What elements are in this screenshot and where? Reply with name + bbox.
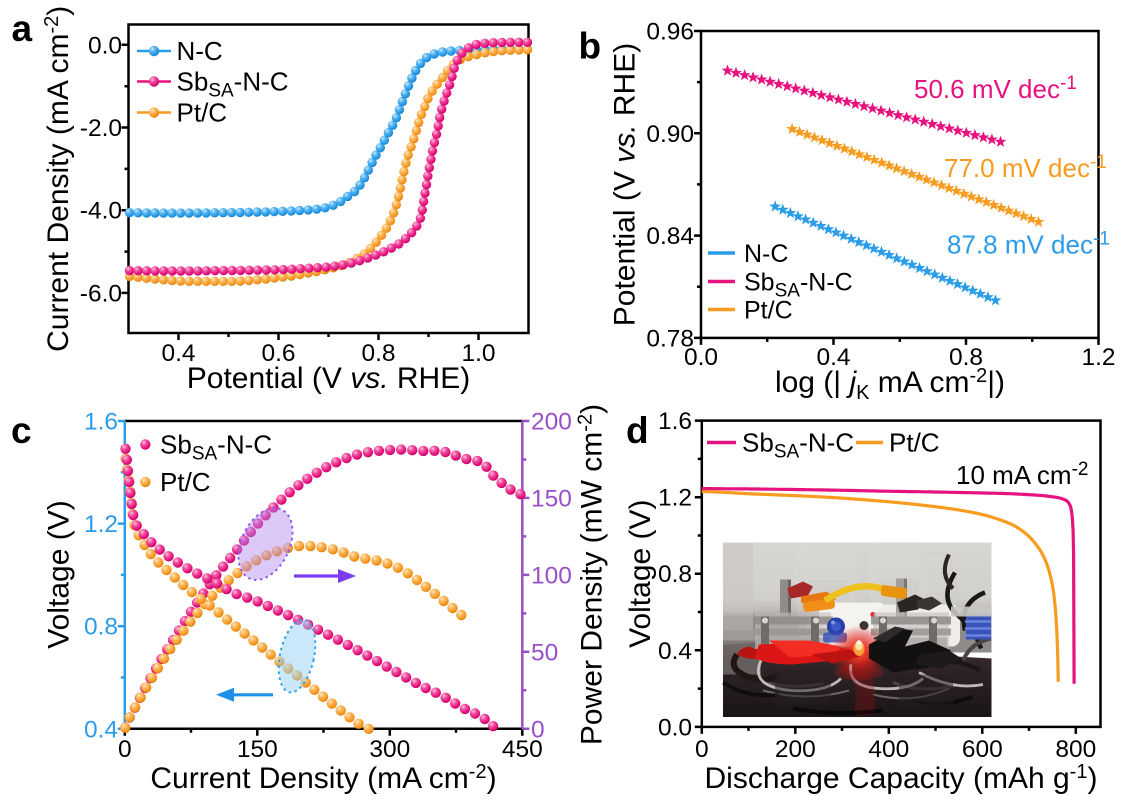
- svg-text:N-C: N-C: [177, 36, 223, 66]
- svg-text:Pt/C: Pt/C: [744, 297, 793, 325]
- svg-text:0: 0: [118, 736, 132, 763]
- svg-text:Current Density (mA cm-2): Current Density (mA cm-2): [41, 6, 75, 352]
- svg-text:150: 150: [531, 485, 572, 512]
- svg-text:600: 600: [962, 736, 1003, 763]
- svg-text:0.6: 0.6: [261, 340, 295, 367]
- svg-text:-6.0: -6.0: [80, 280, 122, 307]
- svg-text:Pt/C: Pt/C: [889, 428, 940, 458]
- svg-text:87.8 mV dec-1: 87.8 mV dec-1: [947, 229, 1110, 260]
- svg-text:200: 200: [775, 736, 816, 763]
- svg-text:Pt/C: Pt/C: [177, 98, 228, 128]
- svg-text:Power Density (mW cm-2): Power Density (mW cm-2): [575, 404, 609, 745]
- svg-text:SbSA-N-C: SbSA-N-C: [160, 430, 272, 465]
- svg-text:0.4: 0.4: [658, 638, 692, 665]
- svg-text:b: b: [579, 26, 602, 67]
- svg-text:0.0: 0.0: [658, 714, 692, 741]
- svg-text:1.2: 1.2: [84, 511, 118, 538]
- svg-text:200: 200: [531, 409, 572, 436]
- svg-text:-2.0: -2.0: [80, 115, 122, 142]
- svg-text:Potential (V vs. RHE): Potential (V vs. RHE): [187, 362, 470, 395]
- svg-text:50: 50: [531, 639, 558, 666]
- svg-text:400: 400: [868, 736, 909, 763]
- svg-text:1.6: 1.6: [84, 409, 118, 436]
- svg-text:0.78: 0.78: [646, 325, 694, 352]
- svg-text:0.84: 0.84: [646, 223, 694, 250]
- svg-text:10 mA cm-2: 10 mA cm-2: [956, 459, 1089, 490]
- svg-text:Potential (V vs. RHE): Potential (V vs. RHE): [609, 43, 642, 326]
- svg-text:Voltage (V): Voltage (V): [624, 499, 657, 647]
- svg-text:50.6 mV dec-1: 50.6 mV dec-1: [914, 73, 1077, 104]
- svg-text:SbSA-N-C: SbSA-N-C: [744, 269, 853, 302]
- svg-text:0.0: 0.0: [88, 32, 122, 59]
- svg-text:0.90: 0.90: [646, 121, 694, 148]
- svg-text:Voltage (V): Voltage (V): [43, 500, 76, 648]
- svg-text:Pt/C: Pt/C: [160, 467, 211, 497]
- svg-text:77.0 mV dec-1: 77.0 mV dec-1: [944, 152, 1107, 183]
- svg-text:800: 800: [1055, 736, 1096, 763]
- svg-text:d: d: [626, 410, 649, 451]
- svg-text:0: 0: [695, 736, 709, 763]
- svg-text:-4.0: -4.0: [80, 198, 122, 225]
- svg-text:0.4: 0.4: [161, 340, 195, 367]
- svg-text:0.0: 0.0: [684, 344, 718, 371]
- svg-text:Discharge Capacity (mAh g-1): Discharge Capacity (mAh g-1): [705, 761, 1098, 795]
- svg-text:Current Density (mA cm-2): Current Density (mA cm-2): [150, 761, 496, 795]
- svg-text:0.96: 0.96: [646, 19, 694, 46]
- svg-text:300: 300: [369, 736, 410, 763]
- svg-text:450: 450: [502, 736, 543, 763]
- svg-text:150: 150: [237, 736, 278, 763]
- svg-text:0: 0: [531, 716, 545, 743]
- svg-text:0.4: 0.4: [84, 716, 118, 743]
- svg-text:1.2: 1.2: [1081, 344, 1115, 371]
- svg-text:a: a: [12, 8, 33, 49]
- svg-text:1.6: 1.6: [658, 408, 692, 435]
- svg-text:1.0: 1.0: [461, 340, 495, 367]
- svg-text:0.8: 0.8: [949, 344, 983, 371]
- svg-text:100: 100: [531, 562, 572, 589]
- svg-text:log (| jK mA cm-2|): log (| jK mA cm-2|): [775, 365, 1005, 404]
- svg-text:1.2: 1.2: [658, 485, 692, 512]
- svg-text:0.8: 0.8: [361, 340, 395, 367]
- svg-text:0.8: 0.8: [84, 614, 118, 641]
- svg-text:c: c: [11, 410, 32, 451]
- svg-text:N-C: N-C: [744, 240, 788, 268]
- svg-text:0.8: 0.8: [658, 561, 692, 588]
- svg-text:0.4: 0.4: [816, 344, 850, 371]
